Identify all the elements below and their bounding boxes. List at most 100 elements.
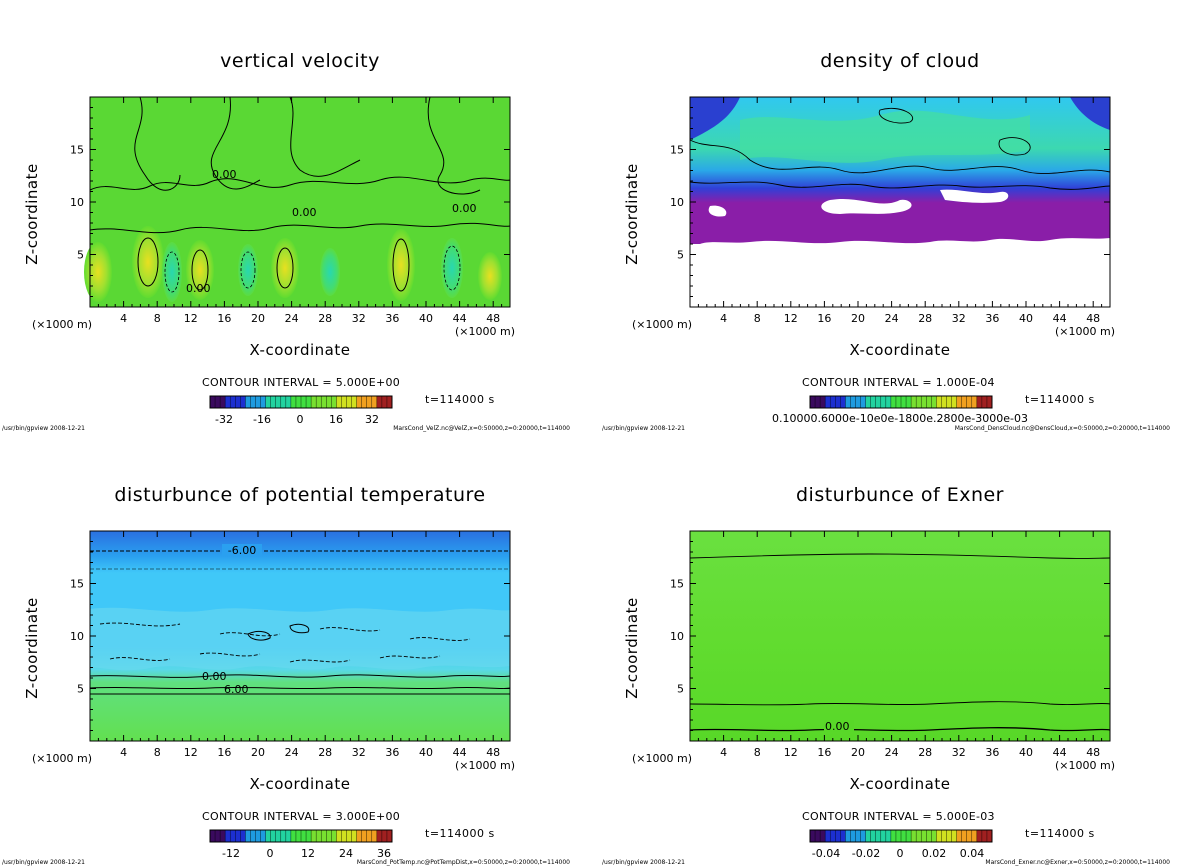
colorbar-cell <box>230 830 236 842</box>
colorbar-cell <box>225 396 231 408</box>
colorbar-tick: 0.02 <box>922 847 947 860</box>
colorbar-cell <box>295 396 302 408</box>
contour-line <box>191 249 209 291</box>
x-tick-label: 48 <box>486 312 500 325</box>
x-tick-label: 12 <box>784 312 798 325</box>
colorbar-cell <box>336 396 342 408</box>
colorbar-cell <box>810 396 816 408</box>
colorbar-cell <box>926 396 932 408</box>
x-tick-label: 32 <box>352 312 366 325</box>
colorbar-cell <box>941 830 947 842</box>
colorbar-cell <box>815 830 821 842</box>
contour-label: -6.00 <box>228 544 256 557</box>
y-tick-label: 5 <box>77 683 84 696</box>
contour-line <box>134 96 181 191</box>
x-unit-left: (×1000 m) <box>32 752 93 765</box>
y-tick-label: 10 <box>670 630 684 643</box>
x-tick-label: 44 <box>453 746 467 759</box>
x-tick-label: 16 <box>217 312 231 325</box>
contour-line <box>878 108 913 124</box>
cloud-edge <box>690 97 740 140</box>
contour-label: 0.00 <box>825 720 850 733</box>
time-label: t=114000 s <box>1025 393 1095 406</box>
x-tick-label: 12 <box>184 312 198 325</box>
colorbar-cell <box>376 830 383 842</box>
colorbar-cell <box>371 830 378 842</box>
file-label: MarsCond_Exner.nc@Exner,x=0:50000,z=0:20… <box>985 859 1170 866</box>
x-tick-label: 36 <box>385 746 399 759</box>
time-label: t=114000 s <box>425 827 495 840</box>
y-tick-label: 15 <box>70 578 84 591</box>
colorbar-cell <box>290 830 297 842</box>
colorbar-frame <box>809 829 993 843</box>
colorbar-cell <box>880 396 887 408</box>
x-tick-label: 28 <box>318 746 332 759</box>
colorbar-tick: 24 <box>339 847 353 860</box>
colorbar-cell <box>331 830 337 842</box>
x-tick-label: 12 <box>184 746 198 759</box>
mixed-layer <box>90 607 510 671</box>
colorbar-cell <box>931 396 937 408</box>
contour-interval: CONTOUR INTERVAL = 5.000E-03 <box>802 810 995 823</box>
y-tick-label: 5 <box>77 249 84 262</box>
x-unit-right: (×1000 m) <box>1055 325 1116 338</box>
x-tick-label: 44 <box>453 312 467 325</box>
x-tick-label: 48 <box>486 746 500 759</box>
colorbar-tick: 0 <box>897 847 904 860</box>
colorbar-cell <box>295 830 302 842</box>
colorbar-cell <box>865 396 872 408</box>
colorbar-cell <box>835 396 841 408</box>
colorbar-cell <box>885 830 892 842</box>
x-axis-label: X-coordinate <box>249 341 351 359</box>
colorbar-cell <box>316 830 322 842</box>
time-label: t=114000 s <box>425 393 495 406</box>
contour-interval: CONTOUR INTERVAL = 5.000E+00 <box>202 376 401 389</box>
y-tick-label: 15 <box>670 578 684 591</box>
colorbar-cell <box>220 830 226 842</box>
plot-svg: -6.00 0.00 6.00 4 8 12 16 20 24 28 32 36 40 44 4851… <box>70 530 511 860</box>
colorbar-cell <box>890 396 897 408</box>
contour-label: 0.00 <box>212 168 237 181</box>
updraft-blob <box>271 238 299 298</box>
x-axis-label: X-coordinate <box>249 775 351 793</box>
time-label: t=114000 s <box>1025 827 1095 840</box>
colorbar-cell <box>265 396 272 408</box>
contour-line <box>289 96 361 177</box>
program-path: /usr/bin/gpview 2008-12-21 <box>602 425 685 432</box>
colorbar-cell <box>215 396 221 408</box>
plot-svg: 0.00 0.00 0.00 0.00 4 8 12 16 20 24 28 32 36 40 44… <box>70 96 511 426</box>
contour-line <box>164 251 180 293</box>
colorbar-cell <box>875 396 882 408</box>
file-label: MarsCond_PotTemp.nc@PotTempDist,x=0:5000… <box>356 859 570 866</box>
colorbar-cell <box>815 396 821 408</box>
x-tick-label: 8 <box>154 312 161 325</box>
y-tick-label: 15 <box>70 144 84 157</box>
colorbar-cell <box>240 396 246 408</box>
colorbar-cell <box>961 830 968 842</box>
x-unit-left: (×1000 m) <box>632 318 693 331</box>
contour-line <box>443 245 461 291</box>
x-unit-right: (×1000 m) <box>1055 759 1116 772</box>
colorbar-cell <box>976 396 983 408</box>
x-tick-label: 36 <box>385 312 399 325</box>
y-tick-label: 5 <box>677 249 684 262</box>
panel-density-of-cloud: density of cloud 4 8 12 16 20 24 28 32 36 40 44 <box>600 0 1200 434</box>
contour-line <box>276 247 294 289</box>
x-tick-label: 32 <box>952 312 966 325</box>
x-axis-label: X-coordinate <box>849 341 951 359</box>
y-axis-label: Z-coordinate <box>23 597 41 699</box>
colorbar-cell <box>820 396 826 408</box>
x-unit-right: (×1000 m) <box>455 325 516 338</box>
contour-line <box>689 701 1111 706</box>
colorbar-cell <box>376 396 383 408</box>
colorbar-cell <box>326 396 332 408</box>
x-tick-label: 8 <box>754 312 761 325</box>
x-tick-label: 4 <box>120 312 127 325</box>
colorbar-cell <box>840 830 846 842</box>
colorbar-cell <box>885 396 892 408</box>
colorbar-cell <box>311 396 317 408</box>
x-tick-label: 40 <box>419 746 433 759</box>
colorbar-cell <box>966 396 973 408</box>
x-tick-label: 16 <box>817 746 831 759</box>
colorbar-cell <box>936 830 942 842</box>
